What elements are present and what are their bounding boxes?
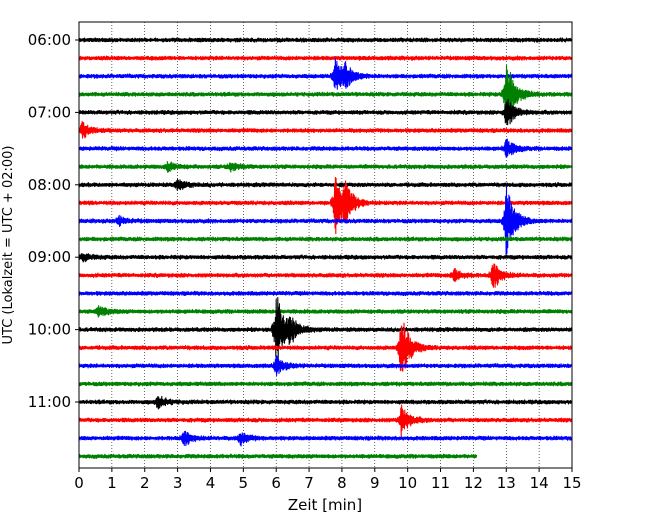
x-axis-label: Zeit [min] — [288, 496, 362, 514]
y-tick-label: 07:00 — [28, 103, 71, 121]
seismic-trace — [78, 37, 573, 43]
x-tick-label: 14 — [530, 474, 549, 492]
seismic-trace — [78, 263, 573, 288]
x-tick-label: 8 — [337, 474, 347, 492]
seismic-trace — [78, 120, 573, 139]
x-tick-label: 2 — [140, 474, 150, 492]
seismic-trace — [78, 322, 573, 372]
x-tick-label: 0 — [74, 474, 84, 492]
x-tick-label: 1 — [107, 474, 117, 492]
seismic-trace — [78, 290, 573, 297]
x-tick-label: 6 — [271, 474, 281, 492]
seismic-trace — [78, 98, 573, 126]
seismic-trace — [78, 55, 573, 61]
y-tick-label: 11:00 — [28, 393, 71, 411]
seismic-trace — [78, 236, 573, 242]
x-tick-label: 11 — [431, 474, 450, 492]
seismic-trace — [78, 253, 573, 263]
x-tick-label: 5 — [239, 474, 249, 492]
y-tick-label: 08:00 — [28, 176, 71, 194]
seismic-trace — [78, 57, 573, 90]
x-tick-label: 3 — [173, 474, 183, 492]
x-tick-label: 7 — [304, 474, 314, 492]
x-tick-label: 9 — [370, 474, 380, 492]
x-tick-label: 4 — [206, 474, 216, 492]
seismic-trace — [78, 138, 573, 158]
plot-frame — [78, 21, 573, 469]
trace-layer — [78, 37, 573, 459]
x-tick-label: 12 — [464, 474, 483, 492]
y-tick-label: 10:00 — [28, 321, 71, 339]
x-tick-label: 15 — [562, 474, 581, 492]
seismic-trace — [78, 430, 573, 447]
seismic-trace — [78, 355, 573, 377]
seismic-trace — [78, 453, 478, 459]
seismic-trace — [78, 404, 573, 437]
tick-layer: 0 1 2 3 4 5 6 7 8 9 10 11 12 13 14 1506:0007:0008:0009:… — [28, 31, 582, 492]
seismic-trace — [78, 297, 573, 361]
y-axis-label: UTC (Lokalzeit = UTC + 02:00) — [1, 146, 16, 345]
y-tick-label: 09:00 — [28, 248, 71, 266]
seismic-trace — [78, 395, 573, 410]
seismic-trace — [78, 304, 573, 318]
seismic-trace — [78, 186, 573, 259]
x-tick-label: 13 — [497, 474, 516, 492]
seismic-trace — [78, 381, 573, 387]
seismic-trace — [78, 176, 573, 235]
seismic-trace — [78, 178, 573, 191]
x-tick-label: 10 — [398, 474, 417, 492]
y-tick-label: 06:00 — [28, 31, 71, 49]
seismic-trace — [78, 160, 573, 173]
seismic-trace — [78, 64, 573, 118]
